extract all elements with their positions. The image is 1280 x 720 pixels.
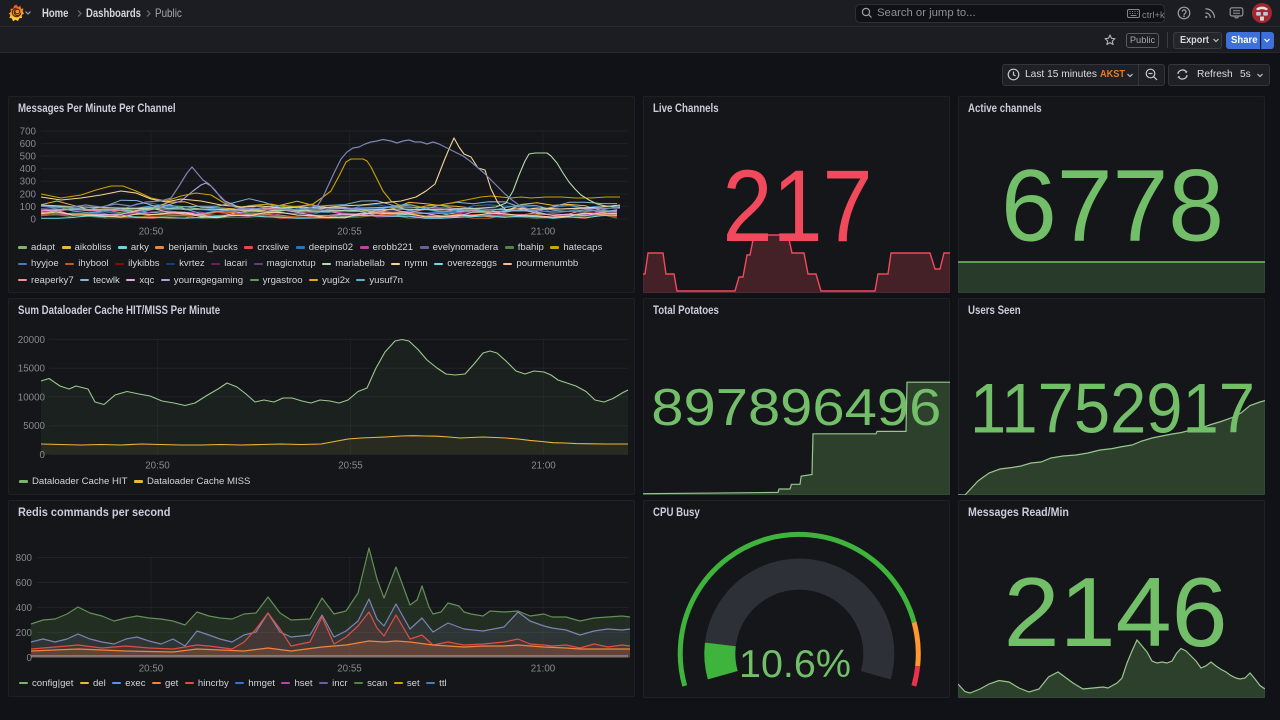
svg-text:2146: 2146 — [1004, 557, 1228, 667]
svg-text:5000: 5000 — [23, 421, 45, 432]
svg-text:600: 600 — [16, 578, 33, 589]
svg-text:897896496: 897896496 — [651, 379, 941, 437]
svg-text:20:55: 20:55 — [337, 227, 362, 238]
svg-text:11752917: 11752917 — [970, 369, 1255, 448]
svg-text:0: 0 — [27, 653, 33, 664]
svg-text:400: 400 — [20, 164, 37, 175]
svg-text:21:00: 21:00 — [531, 461, 556, 472]
svg-text:10000: 10000 — [18, 392, 46, 403]
svg-text:400: 400 — [16, 603, 33, 614]
svg-text:20:55: 20:55 — [337, 664, 362, 675]
svg-text:20:50: 20:50 — [145, 461, 170, 472]
svg-text:300: 300 — [20, 177, 37, 188]
svg-text:700: 700 — [20, 126, 37, 137]
svg-text:100: 100 — [20, 202, 37, 213]
svg-text:0: 0 — [40, 450, 46, 461]
svg-text:500: 500 — [20, 152, 37, 163]
svg-text:20:50: 20:50 — [139, 227, 164, 238]
svg-text:20:55: 20:55 — [338, 461, 363, 472]
svg-text:20:50: 20:50 — [139, 664, 164, 675]
svg-text:600: 600 — [20, 139, 37, 150]
svg-text:200: 200 — [20, 189, 37, 200]
svg-text:217: 217 — [723, 149, 873, 263]
svg-text:10.6%: 10.6% — [739, 643, 851, 686]
svg-text:800: 800 — [16, 553, 33, 564]
svg-text:15000: 15000 — [18, 364, 46, 375]
svg-text:200: 200 — [16, 628, 33, 639]
svg-text:20000: 20000 — [18, 335, 46, 346]
svg-text:6778: 6778 — [1001, 149, 1224, 263]
svg-text:21:00: 21:00 — [531, 664, 556, 675]
svg-text:21:00: 21:00 — [531, 227, 556, 238]
svg-text:0: 0 — [31, 214, 37, 225]
